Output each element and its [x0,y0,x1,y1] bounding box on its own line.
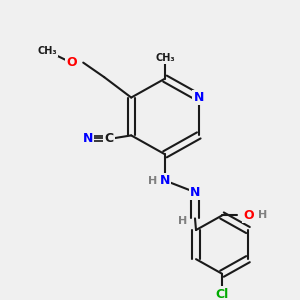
Text: O: O [66,56,76,69]
Text: H: H [148,176,158,185]
Text: N: N [190,186,200,199]
Text: Cl: Cl [215,288,229,300]
Text: CH₃: CH₃ [155,53,175,63]
Text: C: C [104,132,113,145]
Text: O: O [244,209,254,222]
Text: H: H [258,211,267,220]
Text: CH₃: CH₃ [38,46,57,56]
Text: N: N [194,91,204,104]
Text: N: N [160,174,170,187]
Text: H: H [178,216,188,226]
Text: N: N [82,132,93,145]
